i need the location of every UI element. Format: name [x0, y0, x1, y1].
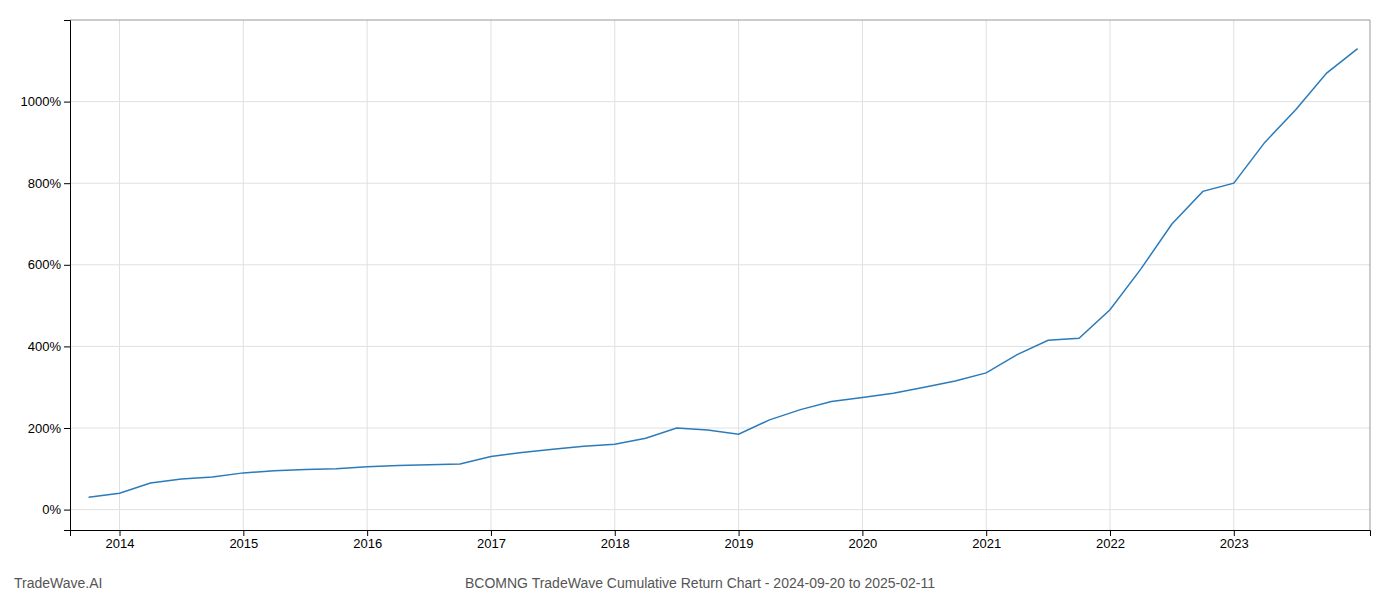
x-tick-label: 2015 [229, 536, 258, 551]
line [89, 49, 1358, 498]
x-tick: 2018 [601, 530, 630, 551]
x-axis: 2014 2015 2016 2017 2018 2019 2020 2021 2022 2023 [71, 530, 1371, 551]
x-tick-mark [862, 530, 863, 536]
y-axis: 0% 200% 400% 600% 800% 1000% [21, 21, 71, 531]
x-tick-label: 2016 [353, 536, 382, 551]
y-tick-mark [64, 428, 70, 429]
y-tick-mark [64, 510, 70, 511]
x-tick: 2016 [353, 530, 382, 551]
y-tick-mark [64, 183, 70, 184]
x-tick-label: 2017 [477, 536, 506, 551]
x-tick-mark [367, 530, 368, 536]
grid-line-y [70, 346, 1370, 347]
x-tick-mark [1234, 530, 1235, 536]
x-tick-label: 2020 [848, 536, 877, 551]
frame-right [1370, 20, 1371, 530]
y-tick-label: 400% [28, 339, 62, 354]
grid [70, 20, 1370, 530]
x-tick: 2019 [725, 530, 754, 551]
x-tick: 2022 [1096, 530, 1125, 551]
frame [70, 20, 1370, 530]
grid-line-y [70, 101, 1370, 102]
y-tick: 600% [28, 257, 70, 272]
x-tick-mark [491, 530, 492, 536]
grid-line-x [490, 20, 491, 530]
grid-line-y [70, 183, 1370, 184]
y-tick-mark [64, 102, 70, 103]
y-tick-mark [64, 265, 70, 266]
marks [89, 49, 1358, 498]
x-tick-mark [243, 530, 244, 536]
x-tick-label: 2014 [106, 536, 135, 551]
x-tick: 2020 [848, 530, 877, 551]
x-tick-label: 2022 [1096, 536, 1125, 551]
y-tick-label: 1000% [21, 94, 62, 109]
y-tick: 400% [28, 339, 70, 354]
x-tick-label: 2021 [972, 536, 1001, 551]
grid-line-x [367, 20, 368, 530]
x-tick-mark [615, 530, 616, 536]
y-axis-line [64, 21, 71, 531]
y-tick: 0% [42, 502, 70, 517]
x-tick: 2015 [229, 530, 258, 551]
title: BCOMNG TradeWave Cumulative Return Chart… [465, 575, 935, 591]
y-tick: 1000% [21, 94, 70, 109]
y-tick-label: 0% [42, 502, 61, 517]
grid-line-x [1233, 20, 1234, 530]
grid-line-x [1110, 20, 1111, 530]
x-tick-label: 2018 [601, 536, 630, 551]
grid-line-x [614, 20, 615, 530]
grid-line-x [738, 20, 739, 530]
x-tick-mark [1110, 530, 1111, 536]
x-axis-line [71, 531, 1371, 537]
y-tick-mark [64, 346, 70, 347]
chart: 2014 2015 2016 2017 2018 2019 2020 2021 2022 2023… [0, 0, 1400, 600]
grid-line-x [119, 20, 120, 530]
x-tick-mark [739, 530, 740, 536]
grid-line-y [70, 264, 1370, 265]
y-tick-label: 600% [28, 257, 62, 272]
annotation: TradeWave.AI [14, 575, 102, 591]
grid-line-x [862, 20, 863, 530]
grid-line-y [70, 509, 1370, 510]
x-tick-label: 2023 [1220, 536, 1249, 551]
x-tick: 2023 [1220, 530, 1249, 551]
x-tick: 2017 [477, 530, 506, 551]
plot-area: 2014 2015 2016 2017 2018 2019 2020 2021 2022 2023… [21, 20, 1371, 551]
grid-line-y [70, 428, 1370, 429]
grid-line-x [243, 20, 244, 530]
x-tick-mark [986, 530, 987, 536]
x-tick-mark [120, 530, 121, 536]
x-tick-label: 2019 [725, 536, 754, 551]
y-tick: 200% [28, 421, 70, 436]
y-tick: 800% [28, 176, 70, 191]
x-tick: 2021 [972, 530, 1001, 551]
x-tick: 2014 [106, 530, 135, 551]
grid-line-x [986, 20, 987, 530]
y-tick-label: 200% [28, 421, 62, 436]
y-tick-label: 800% [28, 176, 62, 191]
frame-top [70, 20, 1370, 21]
